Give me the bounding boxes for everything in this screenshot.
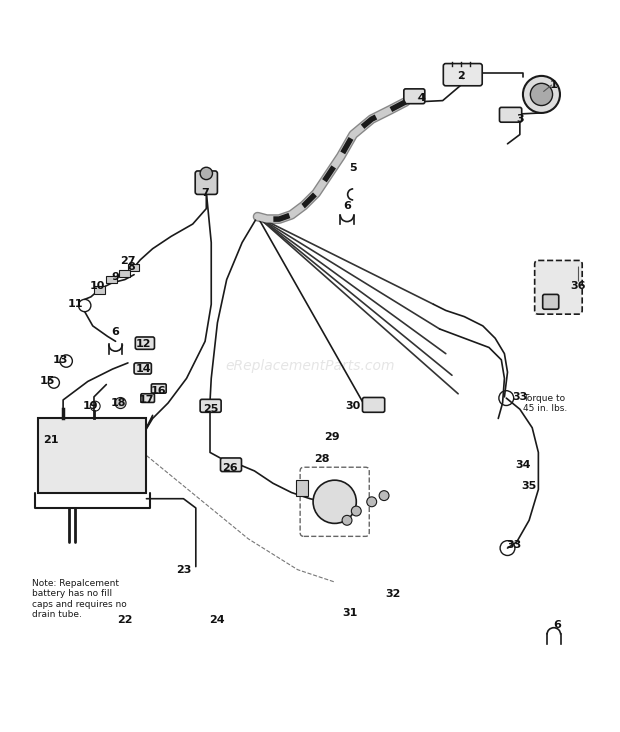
- Text: 33: 33: [512, 392, 528, 402]
- Circle shape: [523, 76, 560, 113]
- Text: 30: 30: [345, 401, 361, 411]
- Bar: [106, 276, 117, 283]
- Text: 17: 17: [139, 395, 154, 405]
- Circle shape: [342, 515, 352, 526]
- FancyBboxPatch shape: [542, 294, 559, 309]
- FancyBboxPatch shape: [141, 394, 154, 403]
- Text: 34: 34: [515, 460, 531, 470]
- Text: 24: 24: [210, 616, 225, 625]
- FancyBboxPatch shape: [221, 458, 241, 471]
- Circle shape: [115, 397, 126, 408]
- FancyBboxPatch shape: [134, 363, 151, 374]
- Text: 16: 16: [151, 386, 167, 396]
- FancyBboxPatch shape: [195, 171, 218, 195]
- Text: 36: 36: [571, 281, 587, 291]
- FancyBboxPatch shape: [135, 337, 154, 349]
- Text: eReplacementParts.com: eReplacementParts.com: [225, 359, 395, 373]
- Text: 25: 25: [203, 404, 219, 414]
- FancyBboxPatch shape: [500, 108, 521, 122]
- Text: 23: 23: [176, 564, 191, 575]
- Circle shape: [313, 480, 356, 523]
- Bar: [94, 286, 105, 294]
- Text: 13: 13: [52, 355, 68, 365]
- Text: 35: 35: [521, 482, 537, 491]
- FancyBboxPatch shape: [151, 384, 166, 393]
- Text: 33: 33: [506, 540, 521, 550]
- Text: 8: 8: [127, 262, 135, 272]
- Text: 10: 10: [89, 281, 105, 291]
- FancyBboxPatch shape: [363, 397, 384, 412]
- Text: 4: 4: [417, 92, 425, 102]
- FancyBboxPatch shape: [443, 64, 482, 86]
- Bar: [296, 480, 308, 496]
- Text: 7: 7: [202, 188, 209, 198]
- Text: 6: 6: [112, 327, 120, 337]
- Text: 15: 15: [40, 376, 55, 386]
- Text: 22: 22: [117, 616, 133, 625]
- Text: 14: 14: [136, 364, 151, 374]
- Text: 32: 32: [386, 589, 401, 600]
- Text: Note: Repalcement
battery has no fill
caps and requires no
drain tube.: Note: Repalcement battery has no fill ca…: [32, 579, 127, 619]
- Text: 6: 6: [343, 201, 351, 211]
- Text: Torque to
45 in. lbs.: Torque to 45 in. lbs.: [523, 394, 567, 413]
- Text: 5: 5: [350, 163, 357, 173]
- FancyBboxPatch shape: [404, 89, 425, 104]
- Text: 31: 31: [342, 608, 358, 618]
- Text: 6: 6: [553, 620, 561, 630]
- Text: 2: 2: [458, 71, 465, 81]
- Text: 1: 1: [550, 81, 557, 90]
- Circle shape: [367, 497, 377, 507]
- Text: 27: 27: [120, 256, 136, 266]
- Text: 21: 21: [43, 435, 58, 445]
- Circle shape: [200, 167, 213, 179]
- Text: 19: 19: [83, 401, 99, 411]
- Bar: [128, 264, 139, 271]
- Text: 9: 9: [112, 272, 120, 282]
- Circle shape: [379, 490, 389, 501]
- Text: 26: 26: [222, 463, 237, 473]
- Circle shape: [352, 506, 361, 516]
- Text: 12: 12: [136, 340, 151, 349]
- Text: 18: 18: [111, 398, 126, 408]
- FancyBboxPatch shape: [534, 261, 582, 314]
- Bar: [118, 269, 130, 277]
- Text: 11: 11: [68, 299, 83, 310]
- Circle shape: [530, 83, 552, 105]
- Text: 3: 3: [516, 114, 524, 124]
- Text: 28: 28: [314, 454, 330, 463]
- FancyBboxPatch shape: [200, 400, 221, 412]
- Bar: [38, 419, 146, 493]
- Text: 29: 29: [324, 432, 339, 442]
